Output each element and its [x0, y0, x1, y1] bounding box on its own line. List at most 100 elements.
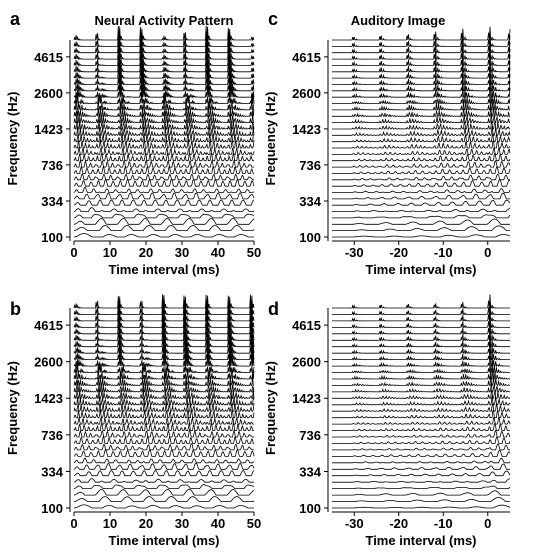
channel-trace — [332, 443, 510, 451]
channel-trace — [332, 179, 511, 187]
channel-trace — [332, 319, 510, 336]
channel-trace — [332, 339, 510, 355]
channel-trace — [332, 449, 511, 457]
title-neural-activity-pattern: Neural Activity Pattern — [95, 13, 234, 28]
channel-trace — [332, 120, 510, 130]
x-tick-label: 0 — [484, 516, 491, 531]
channel-trace — [73, 427, 254, 438]
x-axis-label: Time interval (ms) — [108, 262, 219, 277]
x-tick-label: 0 — [70, 245, 77, 260]
channel-trace — [332, 160, 511, 168]
channel-trace — [332, 376, 510, 387]
channel-trace — [332, 478, 510, 483]
channel-trace — [332, 71, 511, 86]
channel-trace — [332, 64, 511, 80]
channel-trace — [332, 99, 510, 111]
channel-trace — [332, 353, 510, 368]
channel-trace — [73, 45, 255, 61]
panel-letter-d: d — [268, 299, 279, 319]
channel-trace — [332, 395, 511, 406]
channel-trace — [332, 346, 510, 361]
channel-trace — [332, 33, 511, 48]
channel-trace — [332, 192, 510, 200]
channel-trace — [73, 488, 255, 496]
y-tick-label: 2600 — [34, 355, 63, 370]
channel-trace — [332, 363, 510, 375]
channel-trace — [73, 218, 255, 225]
channel-trace — [73, 396, 255, 406]
channel-trace — [73, 382, 255, 394]
channel-trace — [73, 354, 255, 368]
channel-trace — [73, 186, 255, 193]
channel-trace — [332, 389, 511, 399]
y-axis-label: Frequency (Hz) — [263, 92, 278, 186]
x-tick-label: 30 — [175, 245, 189, 260]
channel-trace — [332, 45, 511, 61]
channel-trace — [332, 301, 510, 316]
panel-d: -30 -20 -10 0 100 334 736 1423 2600 4615 Time inte… — [263, 294, 511, 548]
y-tick-label: 2600 — [292, 86, 321, 101]
channel-trace — [73, 39, 255, 55]
channel-trace — [332, 188, 511, 193]
channel-trace — [332, 51, 511, 67]
title-auditory-image: Auditory Image — [351, 13, 446, 28]
channel-trace — [73, 126, 255, 136]
x-tick-label: -20 — [389, 245, 408, 260]
channel-trace — [332, 485, 511, 489]
channel-trace — [332, 409, 511, 419]
channel-trace — [332, 326, 510, 342]
channel-trace — [73, 151, 254, 162]
y-tick-label: 4615 — [292, 318, 321, 333]
panel-c: -30 -20 -10 0 100 334 736 1423 2600 4615 Time inte… — [263, 26, 511, 277]
x-axis-label: Time interval (ms) — [108, 533, 219, 548]
x-axis-label: Time interval (ms) — [365, 533, 476, 548]
channel-trace — [332, 147, 511, 156]
channel-trace — [332, 497, 510, 502]
channel-trace — [332, 78, 511, 93]
channel-trace — [332, 207, 511, 212]
x-tick-label: 20 — [139, 516, 153, 531]
channel-trace — [332, 402, 510, 412]
channel-trace — [332, 94, 511, 105]
channel-trace — [332, 368, 510, 380]
channel-trace — [332, 234, 511, 238]
channel-trace — [332, 382, 510, 393]
channel-trace — [332, 133, 511, 143]
channel-trace — [73, 192, 255, 200]
y-tick-label: 736 — [299, 428, 321, 443]
channel-trace — [332, 57, 511, 74]
channel-trace — [73, 360, 255, 375]
channel-trace — [332, 307, 510, 323]
panel-letter-b: b — [10, 299, 21, 319]
y-tick-label: 736 — [299, 158, 321, 173]
channel-trace — [73, 213, 255, 219]
y-tick-label: 736 — [41, 158, 63, 173]
y-tick-label: 4615 — [292, 50, 321, 65]
y-tick-label: 736 — [41, 428, 63, 443]
channel-trace — [332, 113, 510, 124]
channel-trace — [73, 504, 254, 509]
channel-trace — [332, 416, 511, 425]
channel-trace — [332, 294, 510, 310]
channel-trace — [332, 140, 511, 149]
channel-trace — [74, 225, 255, 231]
channel-trace — [73, 367, 255, 381]
channel-trace — [73, 77, 255, 93]
channel-trace — [332, 173, 510, 181]
x-tick-label: 10 — [103, 516, 117, 531]
x-tick-label: 10 — [103, 245, 117, 260]
channel-trace — [332, 218, 510, 225]
y-axis-label: Frequency (Hz) — [5, 361, 20, 455]
x-tick-label: 30 — [175, 516, 189, 531]
y-tick-label: 334 — [41, 194, 63, 209]
channel-trace — [73, 178, 255, 187]
channel-trace — [73, 294, 255, 310]
channel-trace — [332, 225, 510, 231]
channel-trace — [73, 402, 255, 412]
channel-trace — [332, 422, 510, 431]
channel-trace — [332, 313, 510, 329]
x-tick-label: 50 — [247, 516, 261, 531]
channel-trace — [73, 57, 255, 74]
channel-trace — [73, 165, 254, 174]
channel-trace — [74, 496, 255, 502]
